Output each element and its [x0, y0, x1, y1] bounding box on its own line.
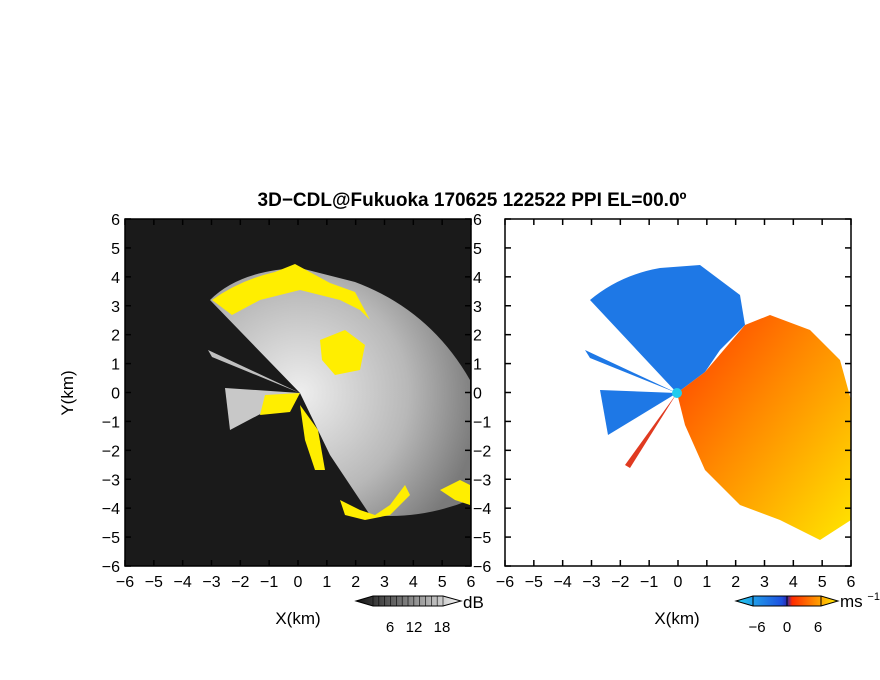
x-tick-label: −1 — [260, 574, 278, 591]
x-tick-label: −4 — [174, 574, 192, 591]
x-tick-label: 2 — [351, 574, 360, 591]
reflectivity-sector — [210, 268, 470, 516]
y-tick-label: −3 — [473, 472, 491, 489]
velocity-approaching — [585, 350, 677, 393]
radar-site-marker — [672, 388, 682, 398]
x-tick-label: 1 — [322, 574, 331, 591]
y-tick-label: 5 — [111, 241, 120, 258]
echo-highlight — [260, 393, 300, 415]
y-tick-label: 1 — [111, 357, 120, 374]
y-tick-label: −3 — [102, 472, 120, 489]
x-tick-label: 5 — [438, 574, 447, 591]
x-tick-label: −6 — [116, 574, 134, 591]
chart-title: 3D−CDL@Fukuoka 170625 122522 PPI EL=00.0… — [258, 190, 687, 211]
y-axis-label: Y(km) — [58, 370, 77, 415]
x-tick-label: 5 — [818, 574, 827, 591]
x-tick-label: −1 — [640, 574, 658, 591]
y-tick-label: −4 — [102, 501, 120, 518]
x-axis-label: X(km) — [275, 609, 320, 628]
x-tick-label: 0 — [674, 574, 683, 591]
colorbar-unit: ms −1 — [840, 591, 880, 611]
y-tick-label: −5 — [473, 530, 491, 547]
colorbar-tick-label: −6 — [748, 619, 765, 636]
x-tick-label: 1 — [702, 574, 711, 591]
x-tick-label: −3 — [582, 574, 600, 591]
x-axis-label-right: X(km) — [654, 609, 699, 628]
reflectivity-colorbar: 6 12 18 dB — [354, 593, 484, 636]
y-tick-label: −6 — [102, 559, 120, 576]
echo-highlight — [320, 330, 365, 375]
x-tick-label: 4 — [409, 574, 418, 591]
echo-highlight — [212, 264, 370, 320]
echo-highlight — [440, 480, 470, 505]
velocity-approaching — [590, 265, 745, 393]
y-tick-labels: 6 6 5 5 4 4 3 3 2 2 1 1 0 0 −1 −1 −2 −2 −3 −3 −4 −4 −5 −5 −6 −6 — [102, 212, 492, 576]
colorbar-gradient — [354, 595, 463, 607]
reflectivity-ticks — [124, 218, 472, 567]
colorbar-tick-label: 6 — [814, 619, 822, 636]
velocity-panel: −6 −5 −4 −3 −2 −1 0 1 2 3 4 5 6 X(km) — [496, 218, 856, 628]
y-tick-label: 2 — [473, 328, 482, 345]
x-tick-label: 3 — [760, 574, 769, 591]
x-tick-label: 0 — [294, 574, 303, 591]
reflectivity-x-tick-labels: −6 −5 −4 −3 −2 −1 0 1 2 3 4 5 6 — [116, 574, 476, 591]
y-tick-label: 3 — [473, 299, 482, 316]
x-tick-label: −5 — [145, 574, 163, 591]
x-tick-label: −6 — [496, 574, 514, 591]
y-tick-label: 4 — [111, 270, 120, 287]
colorbar-tick-label: 0 — [783, 619, 791, 636]
velocity-field — [585, 265, 851, 540]
y-tick-label: −2 — [102, 443, 120, 460]
y-tick-label: 0 — [111, 386, 120, 403]
x-tick-label: 6 — [847, 574, 856, 591]
reflectivity-spoke — [208, 350, 300, 393]
x-tick-label: −3 — [202, 574, 220, 591]
x-tick-label: −5 — [525, 574, 543, 591]
velocity-spoke — [625, 393, 677, 468]
colorbar-unit: dB — [463, 593, 484, 612]
y-tick-label: −1 — [102, 414, 120, 431]
x-tick-label: −2 — [611, 574, 629, 591]
y-tick-label: 1 — [473, 357, 482, 374]
x-tick-label: 4 — [789, 574, 798, 591]
y-tick-label: −2 — [473, 443, 491, 460]
velocity-ticks — [504, 218, 852, 567]
velocity-x-tick-labels: −6 −5 −4 −3 −2 −1 0 1 2 3 4 5 6 — [496, 574, 856, 591]
x-tick-label: −2 — [231, 574, 249, 591]
y-tick-label: −4 — [473, 501, 491, 518]
x-tick-label: 2 — [731, 574, 740, 591]
velocity-colorbar: −6 0 6 ms −1 — [734, 591, 880, 636]
y-tick-label: 4 — [473, 270, 482, 287]
y-tick-label: 3 — [111, 299, 120, 316]
y-tick-label: −6 — [473, 559, 491, 576]
y-tick-label: 6 — [473, 212, 482, 229]
y-tick-label: 5 — [473, 241, 482, 258]
colorbar-tick-label: 12 — [406, 619, 423, 636]
velocity-approaching — [600, 390, 677, 435]
colorbar-tick-label: 18 — [434, 619, 451, 636]
x-tick-label: 6 — [467, 574, 476, 591]
echo-highlight — [300, 405, 325, 470]
reflectivity-field — [208, 264, 470, 520]
x-tick-label: 3 — [380, 574, 389, 591]
colorbar-tick-label: 6 — [386, 619, 394, 636]
y-tick-label: 6 — [111, 212, 120, 229]
colorbar-unit-base: ms — [840, 592, 863, 611]
echo-highlight — [340, 485, 410, 520]
y-tick-label: −1 — [473, 414, 491, 431]
reflectivity-panel: −6 −5 −4 −3 −2 −1 0 1 2 3 4 5 6 6 6 5 5 4 4 3 3 2 2 1 1 0 0 −1 −1 −2… — [58, 212, 491, 628]
y-tick-label: 2 — [111, 328, 120, 345]
x-tick-label: −4 — [554, 574, 572, 591]
y-tick-label: 0 — [473, 386, 482, 403]
y-tick-label: −5 — [102, 530, 120, 547]
colorbar-unit-exponent: −1 — [867, 591, 880, 603]
velocity-receding — [677, 315, 851, 540]
